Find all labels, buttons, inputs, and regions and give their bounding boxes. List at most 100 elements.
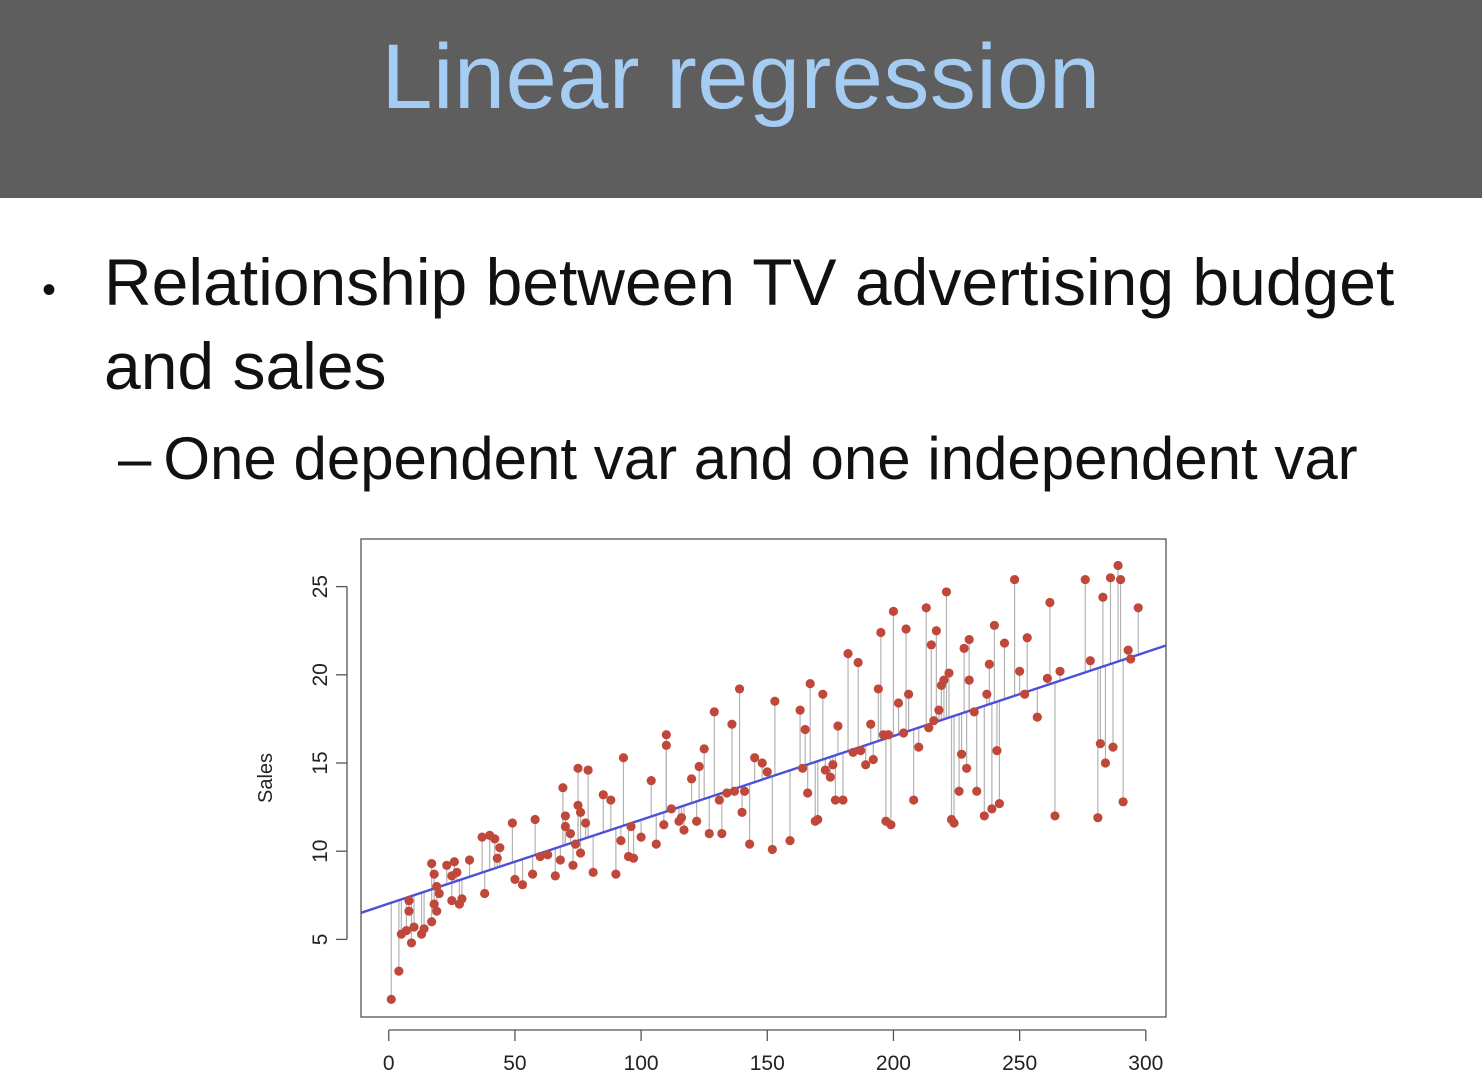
data-point — [457, 894, 467, 904]
data-point — [573, 800, 583, 810]
data-point — [727, 719, 737, 729]
data-point — [838, 795, 848, 805]
data-point — [1098, 592, 1108, 602]
data-point — [994, 798, 1005, 809]
slide-title: Linear regression — [381, 25, 1101, 128]
data-point — [1080, 574, 1090, 585]
data-point — [535, 851, 545, 862]
data-point — [1100, 758, 1111, 768]
data-point — [876, 627, 886, 638]
data-point — [661, 740, 671, 750]
data-point — [432, 881, 442, 892]
data-point — [987, 804, 997, 814]
data-point — [1055, 666, 1065, 676]
data-point — [447, 895, 457, 906]
data-point — [1020, 689, 1030, 699]
data-point — [490, 834, 500, 844]
x-tick-label: 200 — [876, 1052, 911, 1075]
data-point — [898, 728, 909, 738]
sub-bullet-item: – One dependent var and one independent v… — [118, 424, 1358, 493]
title-bar: Linear regression — [0, 0, 1482, 198]
data-point — [495, 843, 505, 853]
data-point — [992, 746, 1002, 756]
data-point — [745, 839, 755, 849]
data-point — [449, 857, 459, 867]
data-point — [750, 753, 760, 763]
data-point — [575, 807, 586, 817]
data-point — [1118, 797, 1128, 807]
data-point — [934, 705, 944, 715]
data-point — [954, 786, 964, 796]
data-point — [679, 825, 689, 835]
data-point — [606, 795, 616, 805]
data-point — [616, 836, 626, 846]
data-point — [434, 888, 444, 899]
regression-line — [361, 644, 1166, 914]
data-point — [709, 707, 719, 717]
data-point — [818, 689, 828, 699]
data-point — [429, 869, 439, 879]
data-point — [1022, 633, 1032, 643]
data-point — [429, 899, 439, 909]
data-point — [798, 763, 808, 773]
data-point — [1050, 811, 1060, 821]
data-point — [1093, 813, 1103, 823]
data-point — [767, 844, 777, 855]
data-point — [1042, 673, 1052, 683]
data-point — [1113, 560, 1123, 571]
data-point — [805, 679, 815, 689]
data-point — [979, 811, 989, 821]
data-point — [729, 786, 740, 796]
data-point — [618, 753, 629, 763]
y-axis-label: Sales — [255, 753, 277, 803]
data-point — [626, 821, 636, 832]
plot-frame — [360, 538, 1167, 1018]
data-point — [856, 746, 866, 756]
data-point — [969, 707, 979, 717]
data-point — [517, 880, 528, 890]
data-point — [477, 832, 487, 842]
data-point — [1095, 739, 1105, 749]
x-tick-label: 250 — [1002, 1052, 1037, 1075]
data-point — [1009, 574, 1020, 585]
data-point — [828, 760, 838, 770]
x-tick-label: 100 — [624, 1052, 659, 1075]
data-point — [803, 788, 813, 798]
data-point — [921, 603, 931, 613]
data-point — [570, 839, 581, 849]
y-tick-label: 5 — [309, 934, 332, 946]
data-point — [770, 696, 780, 706]
data-point — [419, 924, 429, 934]
scatter-chart: 0 50 100 150 200 250 300 5 10 15 20 25 Sales — [255, 538, 1167, 1075]
data-point — [686, 774, 697, 784]
data-point — [464, 855, 475, 865]
data-point — [543, 850, 553, 860]
data-point — [939, 675, 949, 685]
data-point — [1085, 656, 1095, 666]
data-point — [452, 867, 462, 877]
data-point — [1123, 645, 1133, 655]
data-point — [830, 795, 841, 805]
data-point — [813, 814, 823, 825]
data-point — [651, 839, 661, 849]
y-tick-label: 15 — [309, 751, 332, 774]
y-tick-label: 25 — [309, 575, 332, 598]
data-point — [989, 620, 1000, 631]
x-tick-label: 150 — [750, 1052, 785, 1075]
data-point — [909, 795, 919, 805]
data-point — [404, 906, 414, 916]
data-point — [861, 760, 871, 770]
data-point — [492, 853, 502, 863]
data-point — [982, 689, 992, 699]
data-point — [427, 858, 437, 869]
data-point — [432, 906, 442, 916]
data-point — [406, 938, 417, 948]
data-point — [848, 747, 858, 758]
data-point — [510, 874, 520, 885]
data-point — [825, 772, 835, 782]
data-point — [568, 860, 578, 870]
data-point — [901, 624, 911, 634]
data-point — [737, 807, 747, 817]
sub-bullet-text: One dependent var and one independent va… — [163, 425, 1358, 492]
data-point — [628, 853, 639, 863]
